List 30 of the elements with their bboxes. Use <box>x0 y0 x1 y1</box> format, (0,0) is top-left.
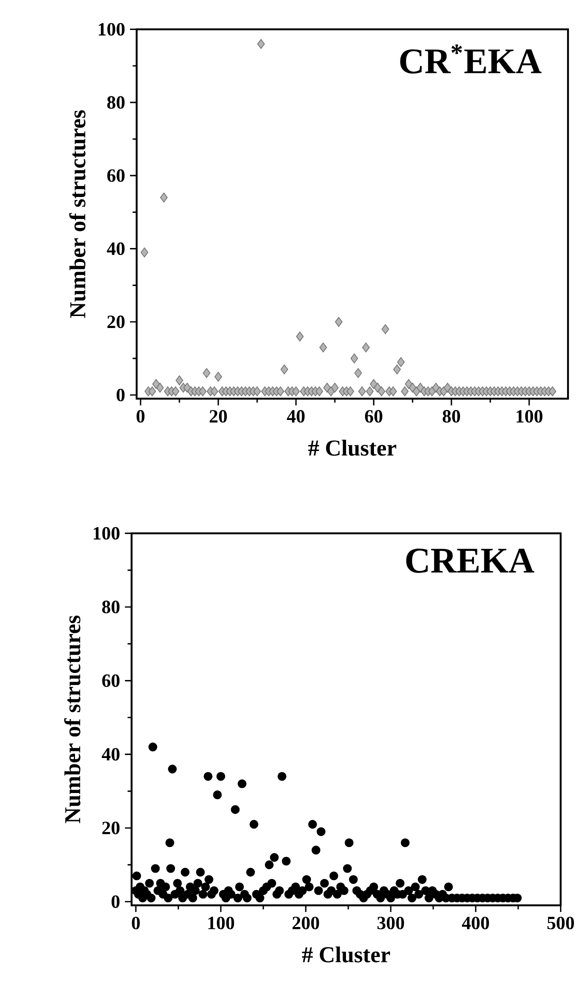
x-tick-label: 40 <box>286 410 305 423</box>
x-tick-label: 200 <box>292 916 320 930</box>
y-axis-title: Number of structures <box>69 110 86 318</box>
y-tick-label: 40 <box>106 242 125 256</box>
x-tick-label: 400 <box>462 916 489 930</box>
y-tick-label: 60 <box>107 169 125 182</box>
chart-title: CR$^{*}$EKA <box>400 44 542 74</box>
x-axis-title: # Cluster <box>302 946 390 962</box>
x-tick-label: 0 <box>132 916 140 930</box>
x-tick-label: 100 <box>208 916 234 930</box>
y-axis-title: Number of structures <box>64 616 80 824</box>
y-tick-label: 80 <box>107 96 125 109</box>
y-tick-label: 20 <box>102 822 120 834</box>
x-tick-label: 100 <box>516 410 542 423</box>
y-tick-label: 100 <box>98 23 125 36</box>
y-tick-label: 40 <box>102 748 120 761</box>
y-tick-label: 0 <box>112 895 120 908</box>
y-tick-label: 60 <box>102 674 120 687</box>
chart-title: CREKA <box>406 548 534 573</box>
y-tick-label: 100 <box>94 527 120 540</box>
x-axis-title: # Cluster <box>308 440 396 456</box>
x-tick-label: 60 <box>365 410 382 423</box>
y-tick-label: 0 <box>116 388 125 402</box>
x-tick-label: 80 <box>442 410 460 423</box>
x-tick-label: 500 <box>547 916 574 930</box>
x-tick-label: 300 <box>377 916 404 930</box>
x-tick-label: 0 <box>136 410 145 423</box>
y-tick-label: 20 <box>107 316 125 328</box>
x-tick-label: 20 <box>210 410 227 423</box>
y-tick-label: 80 <box>102 600 120 614</box>
